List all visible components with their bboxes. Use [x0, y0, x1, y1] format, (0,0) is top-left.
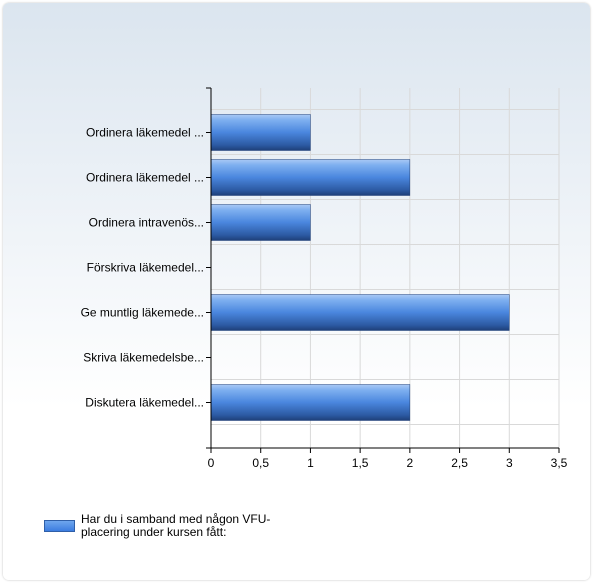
x-tick-label: 2: [407, 456, 414, 470]
x-tick-label: 1,5: [352, 456, 369, 470]
bar: [210, 114, 311, 151]
bars: [210, 114, 510, 421]
category-label: Diskutera läkemedel...: [85, 396, 204, 410]
x-tick-label: 2,5: [451, 456, 468, 470]
category-label: Ge muntlig läkemede...: [81, 306, 204, 320]
category-label: Ordinera läkemedel ...: [86, 126, 204, 140]
legend-label: Har du i samband med någon VFU-placering…: [81, 512, 271, 539]
grid-lines: [211, 88, 560, 448]
x-tick-label: 3: [506, 456, 513, 470]
x-tick-label: 0: [208, 456, 215, 470]
category-label: Ordinera läkemedel ...: [86, 171, 204, 185]
bar: [210, 294, 510, 331]
x-tick-label: 3,5: [551, 456, 568, 470]
category-label: Ordinera intravenös...: [89, 216, 204, 230]
legend: Har du i samband med någon VFU-placering…: [44, 513, 281, 539]
x-tick-labels: 0 0,5 1 1,5 2 2,5 3 3,5: [208, 456, 568, 470]
bar: [210, 204, 311, 241]
legend-swatch: [44, 520, 75, 532]
bar: [210, 159, 411, 196]
category-label: Skriva läkemedelsbe...: [83, 351, 204, 365]
axes: [206, 87, 560, 453]
x-tick-label: 1: [307, 456, 314, 470]
bar: [210, 384, 411, 421]
category-label: Förskriva läkemedel...: [87, 261, 204, 275]
x-tick-label: 0,5: [252, 456, 269, 470]
category-labels: Ordinera läkemedel ... Ordinera läkemedel…: [81, 126, 204, 410]
chart-panel: [3, 3, 590, 580]
